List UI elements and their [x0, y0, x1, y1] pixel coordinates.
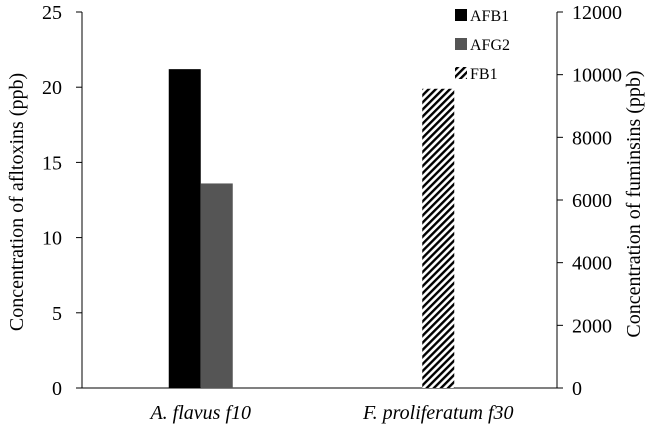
- legend-swatch-fb1: [455, 67, 467, 79]
- bar-fb1: [422, 88, 455, 389]
- legend: AFB1 AFG2 FB1: [455, 8, 510, 83]
- axes: 0 5 10 15 20 25 0 2000 4000 6000 8000 10000 12000 Con…: [6, 2, 645, 424]
- bar-afg2: [200, 183, 233, 388]
- left-tick-label: 5: [52, 303, 62, 325]
- category-label: F. proliferatum f30: [362, 402, 514, 424]
- right-axis-title: Concentration of fuminsins (ppb): [623, 70, 645, 337]
- legend-swatch-afg2: [455, 38, 467, 50]
- right-tick-label: 4000: [572, 253, 612, 275]
- left-axis-title: Concentration of afltoxins (ppb): [6, 73, 28, 331]
- bars: [168, 69, 455, 389]
- left-tick-label: 15: [42, 152, 62, 174]
- legend-swatch-afb1: [455, 9, 467, 21]
- legend-label: FB1: [470, 66, 498, 83]
- right-tick-label: 8000: [572, 127, 612, 149]
- legend-label: AFB1: [470, 8, 509, 25]
- left-tick-label: 20: [42, 77, 62, 99]
- right-tick-label: 2000: [572, 315, 612, 337]
- right-tick-label: 6000: [572, 190, 612, 212]
- bar-afb1: [168, 69, 201, 388]
- left-tick-label: 25: [42, 2, 62, 24]
- left-tick-label: 0: [52, 378, 62, 400]
- left-tick-label: 10: [42, 228, 62, 250]
- right-tick-label: 12000: [572, 2, 622, 24]
- legend-label: AFG2: [470, 37, 510, 54]
- right-tick-label: 10000: [572, 65, 622, 87]
- right-tick-label: 0: [572, 378, 582, 400]
- category-label: A. flavus f10: [148, 402, 251, 424]
